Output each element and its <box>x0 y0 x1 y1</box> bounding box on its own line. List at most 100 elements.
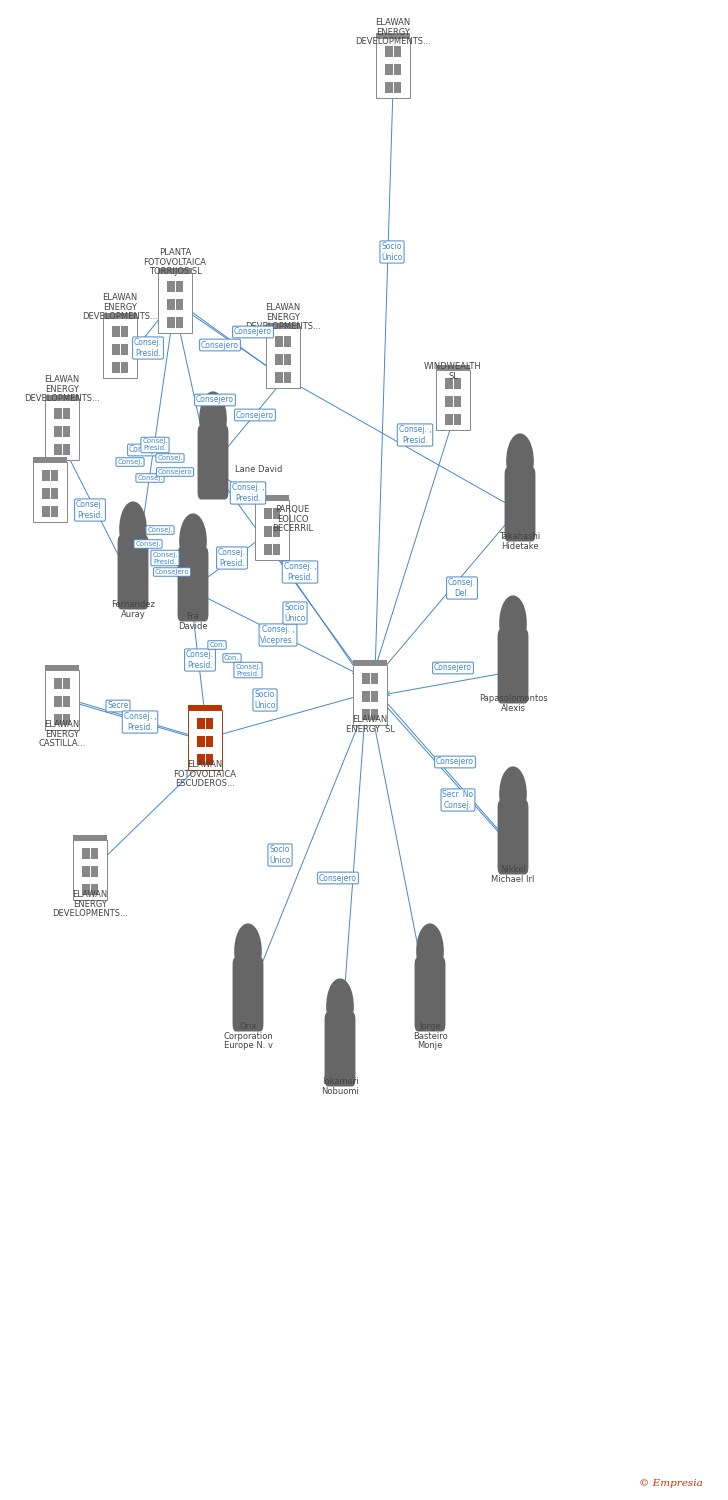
Bar <box>394 46 401 57</box>
Bar <box>394 82 401 93</box>
Bar <box>55 714 62 724</box>
Bar <box>454 378 462 388</box>
Bar <box>352 660 387 664</box>
Bar <box>33 458 68 462</box>
Circle shape <box>500 596 526 650</box>
Bar <box>446 414 453 424</box>
Bar <box>44 400 79 460</box>
Text: Consej.: Consej. <box>135 542 161 548</box>
Circle shape <box>327 980 353 1033</box>
Circle shape <box>120 503 146 556</box>
Text: Consej.
Presid.: Consej. Presid. <box>134 339 162 357</box>
Bar <box>55 426 62 436</box>
Bar <box>63 714 71 724</box>
Text: ELAWAN
ENERGY
CASTILLA...: ELAWAN ENERGY CASTILLA... <box>39 720 86 748</box>
Text: Consejero: Consejero <box>196 396 234 405</box>
Text: Consej. ,
Presid.: Consej. , Presid. <box>124 712 157 732</box>
Bar <box>103 318 138 378</box>
Text: Consejero: Consejero <box>158 470 192 476</box>
Text: Fernandez
Auray: Fernandez Auray <box>111 600 155 618</box>
Bar <box>197 736 205 747</box>
Bar <box>175 300 183 310</box>
Bar <box>454 414 462 424</box>
Bar <box>266 328 301 388</box>
Text: Consej.: Consej. <box>147 526 173 532</box>
Bar <box>363 692 370 702</box>
Bar <box>206 718 213 729</box>
Text: Consejero: Consejero <box>434 663 472 672</box>
Bar <box>352 664 387 724</box>
Circle shape <box>500 766 526 820</box>
FancyBboxPatch shape <box>325 1013 355 1086</box>
Text: Consej.
Presid.: Consej. Presid. <box>152 552 178 564</box>
Bar <box>112 345 120 355</box>
Bar <box>376 38 411 98</box>
Bar <box>376 33 411 38</box>
Text: Papasolomontos
Alexis: Papasolomontos Alexis <box>478 694 547 712</box>
Bar <box>157 268 192 273</box>
Text: Consejero: Consejero <box>319 873 357 882</box>
Bar <box>284 336 291 346</box>
Text: Consejero: Consejero <box>129 446 167 454</box>
Text: Socio
Único: Socio Único <box>381 243 403 261</box>
Text: Nikkel
Michael Irl: Nikkel Michael Irl <box>491 865 534 883</box>
Text: Consej. ,
Presid.: Consej. , Presid. <box>399 426 432 444</box>
Circle shape <box>180 514 206 568</box>
Bar <box>371 692 379 702</box>
Text: Consej.
Presid.: Consej. Presid. <box>76 501 104 519</box>
Bar <box>371 674 379 684</box>
Bar <box>394 64 401 75</box>
Bar <box>44 394 79 400</box>
Text: Consej.
Del.: Consej. Del. <box>448 579 476 597</box>
Circle shape <box>235 924 261 978</box>
Bar <box>255 500 290 560</box>
Bar <box>51 489 58 500</box>
Bar <box>121 363 128 374</box>
Bar <box>91 849 98 859</box>
Bar <box>255 495 290 500</box>
Bar <box>121 345 128 355</box>
Text: ELAWAN
ENERGY
DEVELOPMENTS...: ELAWAN ENERGY DEVELOPMENTS... <box>355 18 431 46</box>
Text: Consej. ,
Presid.: Consej. , Presid. <box>284 562 317 582</box>
Text: Jorge
Basteiro
Monje: Jorge Basteiro Monje <box>413 1022 448 1050</box>
Text: Secre: Secre <box>107 702 129 711</box>
Bar <box>73 840 108 900</box>
Text: Consejero: Consejero <box>154 568 189 574</box>
FancyBboxPatch shape <box>117 536 149 609</box>
Text: Orix
Corporation
Europe N. v: Orix Corporation Europe N. v <box>223 1022 273 1050</box>
Bar <box>197 718 205 729</box>
Bar <box>63 444 71 454</box>
Bar <box>446 396 453 406</box>
Text: Consej.: Consej. <box>137 476 163 482</box>
Text: Consejero: Consejero <box>436 758 474 766</box>
Bar <box>121 327 128 338</box>
Bar <box>42 489 50 500</box>
Bar <box>112 363 120 374</box>
Bar <box>167 300 175 310</box>
Bar <box>73 836 108 840</box>
Bar <box>206 754 213 765</box>
Bar <box>385 64 393 75</box>
Bar <box>275 372 283 382</box>
Bar <box>264 526 272 537</box>
Bar <box>284 372 291 382</box>
Bar <box>63 696 71 706</box>
Text: Consej.
Presid.: Consej. Presid. <box>218 549 246 567</box>
Bar <box>363 710 370 720</box>
Bar <box>175 282 183 292</box>
Text: Consej.
Presid.: Consej. Presid. <box>142 438 168 452</box>
FancyBboxPatch shape <box>232 957 264 1032</box>
Text: Consej.
Presid.: Consej. Presid. <box>235 663 261 676</box>
Bar <box>206 736 213 747</box>
Text: Secr. No
Consej.: Secr. No Consej. <box>443 790 473 810</box>
Text: Socio
Único: Socio Único <box>285 603 306 622</box>
Text: Socio
Único: Socio Único <box>254 690 276 709</box>
Bar <box>446 378 453 388</box>
Bar <box>363 674 370 684</box>
Bar <box>51 471 58 482</box>
Bar <box>454 396 462 406</box>
Bar <box>103 314 138 318</box>
Bar <box>63 408 71 419</box>
Text: PARQUE
EOLICO
BECERRIL: PARQUE EOLICO BECERRIL <box>272 506 313 534</box>
Bar <box>371 710 379 720</box>
